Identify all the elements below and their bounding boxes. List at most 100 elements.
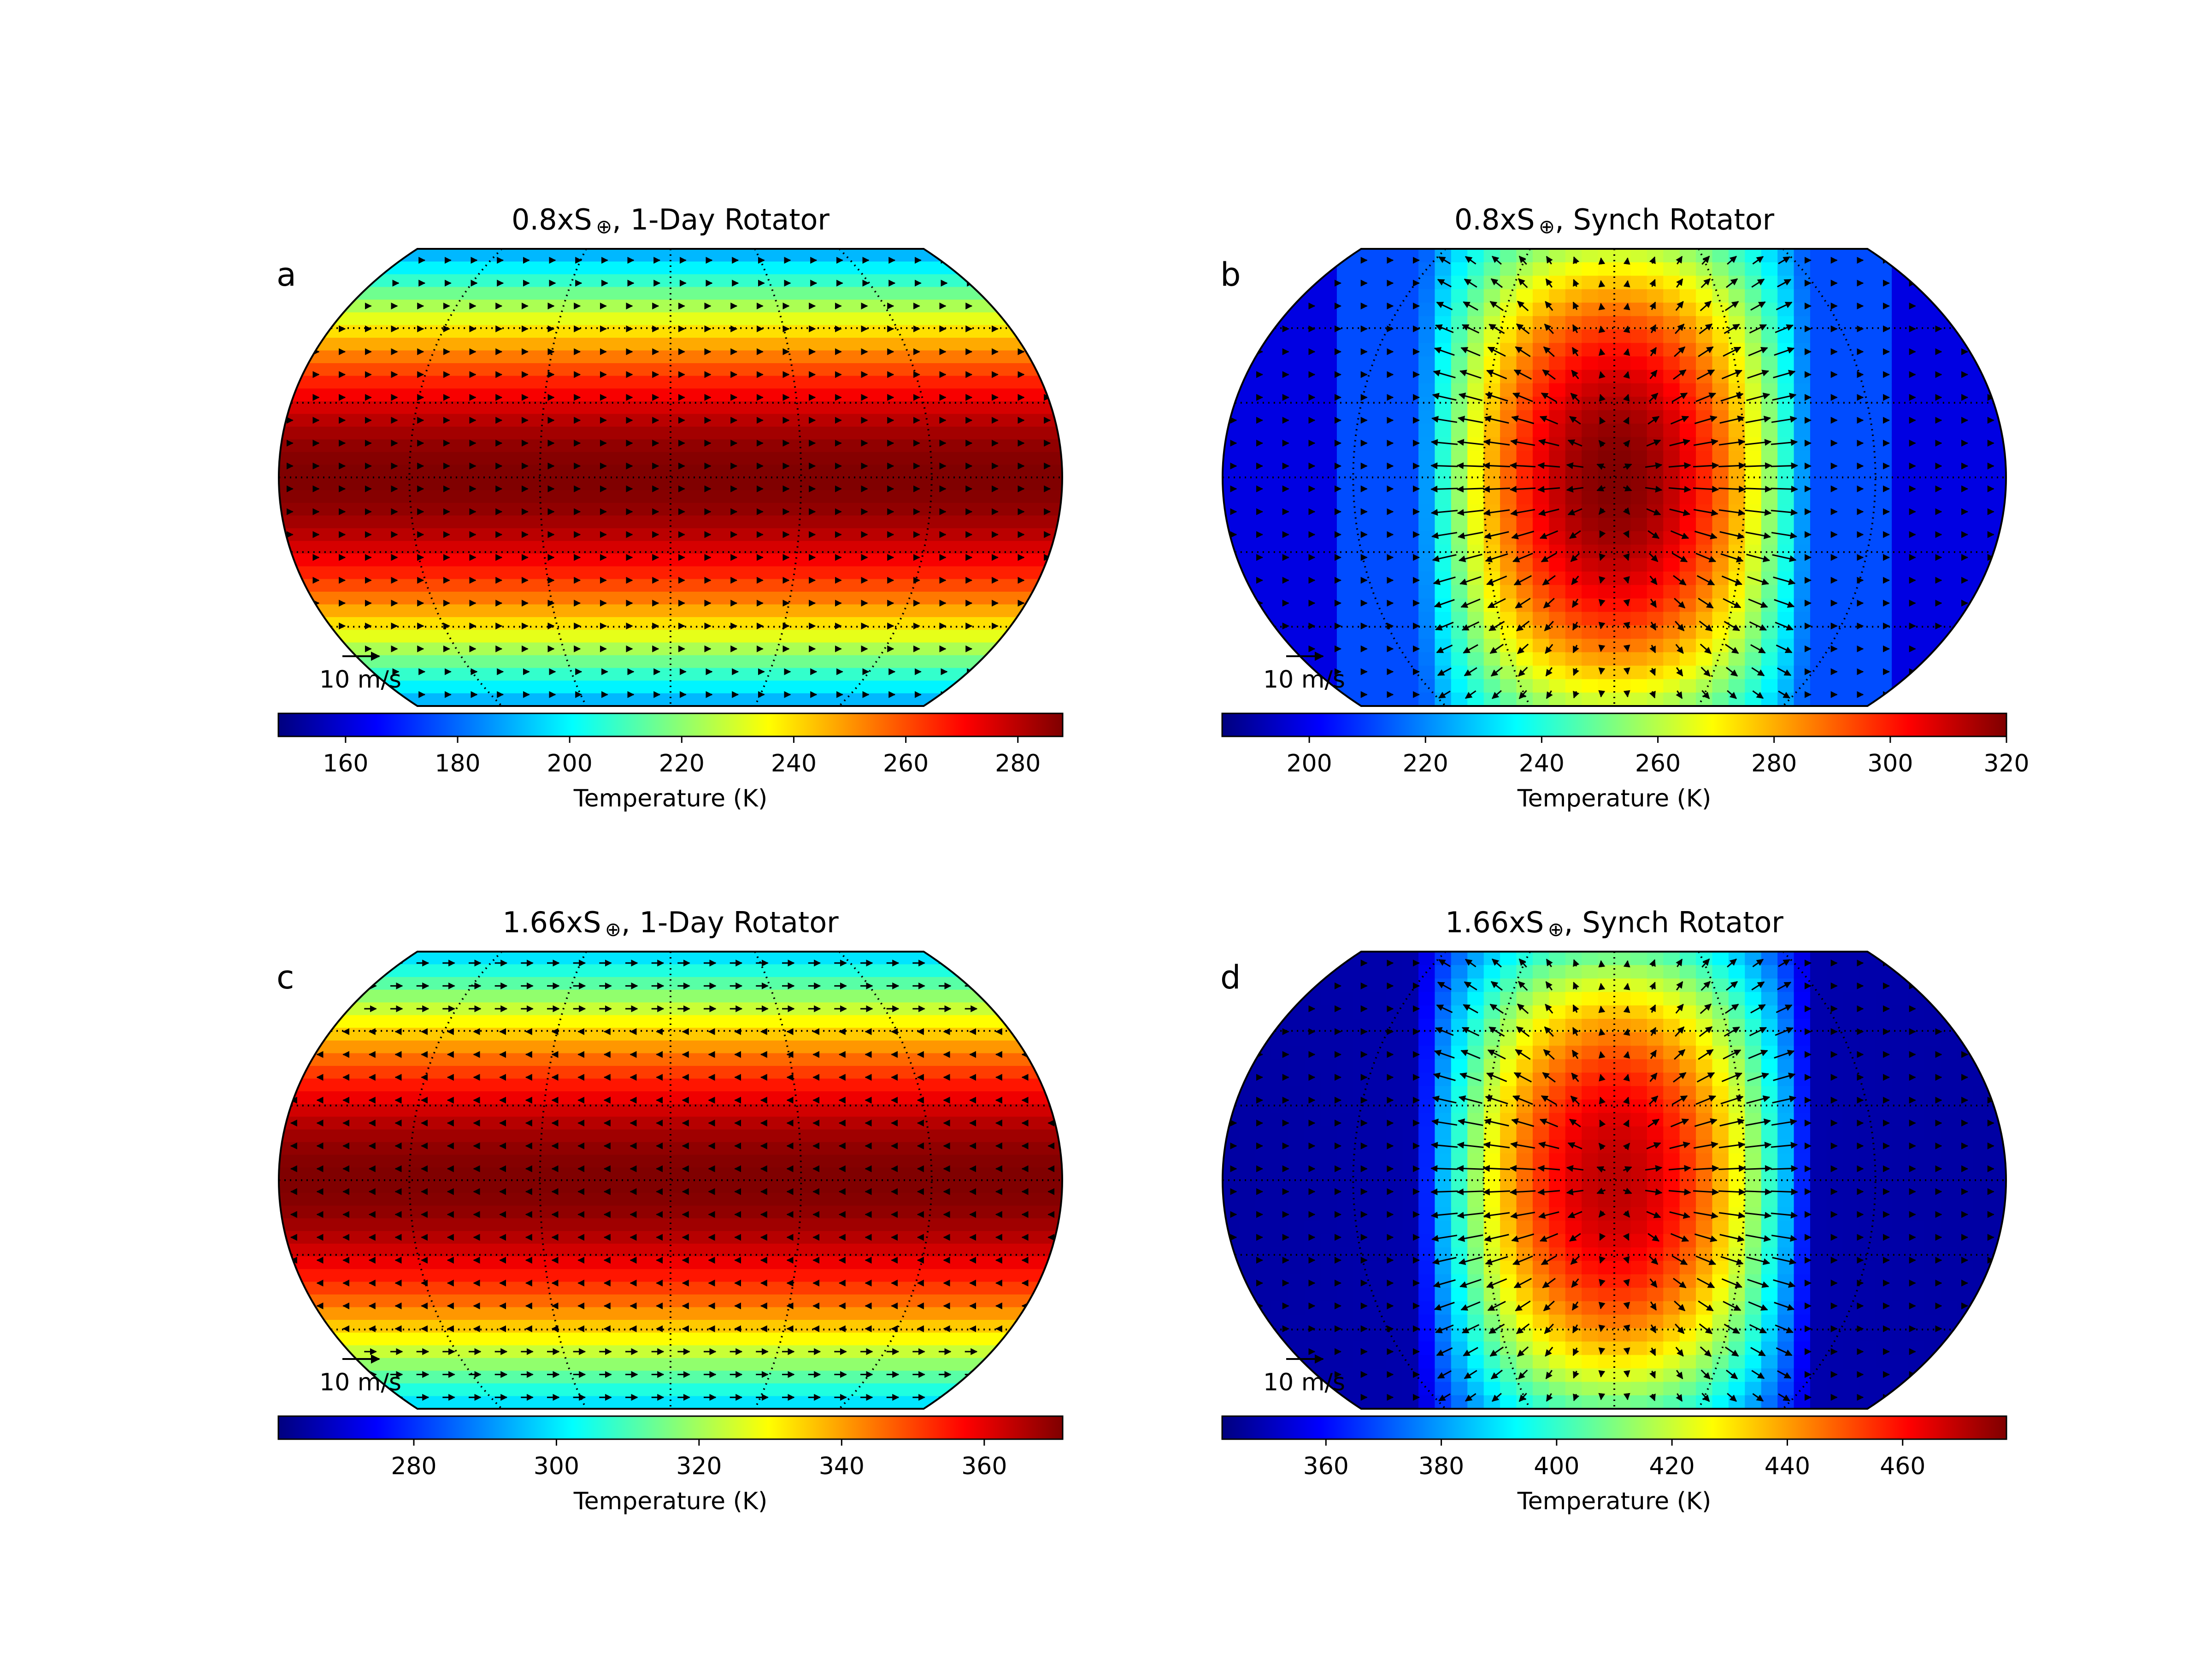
wind-arrow [1623,622,1630,629]
colorbar-tick-label: 280 [1751,750,1797,777]
temperature-cell [1630,1261,1647,1275]
temperature-cell [1288,558,1305,572]
temperature-cell [1614,450,1631,465]
temperature-cell [1614,965,1631,979]
temperature-cell [1532,665,1550,680]
wind-key-label: 10 m/s [319,666,401,694]
temperature-cell [1712,491,1729,505]
temperature-cell [1223,316,1240,330]
temperature-cell [1582,952,1599,966]
temperature-cell [1941,1220,1958,1235]
temperature-cell [1679,978,1697,993]
temperature-cell [1402,1086,1419,1100]
temperature-cell [1532,1072,1550,1087]
temperature-cell [1630,464,1647,478]
temperature-cell [1500,383,1517,397]
temperature-cell [1679,289,1697,303]
temperature-cell [1223,450,1240,465]
temperature-cell [1418,1032,1435,1047]
temperature-cell [1239,1301,1256,1315]
temperature-cell [1957,625,1974,640]
temperature-cell [1924,571,1941,586]
temperature-cell [1614,1368,1631,1382]
temperature-cell [1386,262,1403,276]
temperature-cell [1728,356,1746,371]
temperature-cell [1500,652,1517,666]
temperature-cell [1924,1395,1941,1409]
temperature-cell [1761,289,1778,303]
temperature-cell [1630,396,1647,411]
temperature-cell [1386,1099,1403,1114]
temperature-cell [1239,450,1256,465]
temperature-cell [1842,370,1860,384]
temperature-cell [1679,1032,1697,1047]
temperature-cell [1679,585,1697,599]
temperature-cell [1304,410,1321,424]
temperature-cell [1483,1032,1501,1047]
temperature-cell [1826,692,1843,706]
temperature-cell [1353,302,1370,317]
temperature-cell [1794,992,1811,1006]
colorbar-tick-label: 200 [1286,750,1332,777]
temperature-cell [1320,598,1337,612]
temperature-cell [1728,665,1746,680]
temperature-cell [1892,1166,1909,1181]
temperature-cell [1516,1234,1533,1248]
temperature-cell [1402,692,1419,706]
temperature-cell [1647,1126,1664,1141]
temperature-cell [1255,437,1272,451]
temperature-cell [1320,1072,1337,1087]
temperature-cell [1320,370,1337,384]
temperature-cell [1418,504,1435,518]
temperature-cell [1353,1005,1370,1019]
temperature-cell [1957,1059,1974,1073]
temperature-cell [1402,450,1419,465]
temperature-cell [1679,1288,1697,1302]
temperature-cell [1353,249,1370,263]
temperature-cell [1402,1032,1419,1047]
temperature-cell [1598,571,1615,586]
temperature-cell [1369,1005,1387,1019]
temperature-cell [1859,571,1876,586]
temperature-cell [1679,518,1697,532]
temperature-cell [1516,329,1533,344]
temperature-cell [1386,1194,1403,1208]
temperature-cell [1924,1194,1941,1208]
temperature-cell [1647,1368,1664,1382]
temperature-cell [1908,1032,1925,1047]
temperature-cell [1353,612,1370,626]
temperature-cell [1582,1005,1599,1019]
temperature-cell [1973,450,1990,465]
temperature-cell [1663,952,1680,966]
temperature-cell [1223,424,1240,438]
temperature-cell [1777,1395,1794,1409]
temperature-cell [1875,356,1893,371]
temperature-cell [1336,1220,1354,1235]
temperature-cell [1598,1314,1615,1329]
temperature-cell [1369,1234,1387,1248]
temperature-cell [1957,491,1974,505]
temperature-cell [1255,1166,1272,1181]
temperature-cell [1630,571,1647,586]
temperature-cell [1532,276,1550,290]
temperature-cell [1826,302,1843,317]
temperature-cell [1288,518,1305,532]
temperature-cell [1255,1005,1272,1019]
temperature-cell [1304,1072,1321,1087]
temperature-cell [1826,1247,1843,1262]
temperature-cell [1223,1395,1240,1409]
temperature-cell [1598,1220,1615,1235]
temperature-cell [1239,491,1256,505]
temperature-cell [1989,639,2006,653]
temperature-cell [1761,249,1778,263]
temperature-cell [1794,1395,1811,1409]
temperature-cell [1320,585,1337,599]
temperature-cell [1826,343,1843,357]
temperature-cell [1304,1301,1321,1315]
temperature-cell [1647,1113,1664,1127]
temperature-cell [1402,639,1419,653]
temperature-cell [1320,965,1337,979]
temperature-cell [1614,978,1631,993]
temperature-cell [1320,1395,1337,1409]
temperature-cell [1761,639,1778,653]
